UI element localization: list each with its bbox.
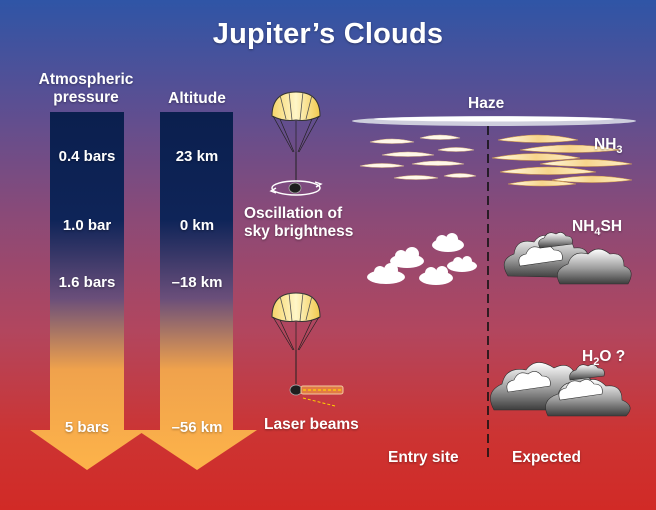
lower-probe-parachute <box>271 292 344 407</box>
pressure-label: 1.6 bars <box>58 274 116 291</box>
expected-ammonia-clouds <box>491 134 633 187</box>
entry-site-ammonia-wisps <box>359 134 477 180</box>
altitude-label: 23 km <box>175 148 219 165</box>
altitude-column-header: Altitude <box>168 90 226 107</box>
expected-water-clouds <box>490 362 631 417</box>
oscillation-note-line1: Oscillation of <box>244 205 343 222</box>
pressure-arrow <box>30 112 146 470</box>
nh3-label: NH3 <box>594 136 623 156</box>
upper-probe-parachute <box>269 91 323 196</box>
diagram-title: Jupiter’s Clouds <box>212 18 444 50</box>
entry-site-small-clouds <box>367 233 477 285</box>
nh4sh-label: NH4SH <box>572 218 623 238</box>
entry-site-label: Entry site <box>388 449 459 466</box>
haze-layer <box>352 116 636 126</box>
expected-nh4sh-clouds <box>503 232 632 285</box>
altitude-label: –56 km <box>171 419 223 436</box>
haze-label: Haze <box>468 95 505 112</box>
pressure-header-line1: Atmospheric <box>38 71 134 88</box>
pressure-header-line2: pressure <box>53 89 119 106</box>
altitude-label: –18 km <box>171 274 223 291</box>
pressure-label: 5 bars <box>64 419 110 436</box>
laser-beams-note: Laser beams <box>264 416 359 433</box>
pressure-column-header: Atmospheric pressure <box>18 71 154 107</box>
expected-label: Expected <box>512 449 581 466</box>
oscillation-note: Oscillation of sky brightness <box>244 205 353 241</box>
pressure-label: 0.4 bars <box>58 148 116 165</box>
pressure-label: 1.0 bar <box>62 217 112 234</box>
altitude-label: 0 km <box>179 217 215 234</box>
h2o-label: H2O ? <box>582 348 626 368</box>
altitude-arrow <box>137 112 257 470</box>
oscillation-note-line2: sky brightness <box>244 223 354 240</box>
